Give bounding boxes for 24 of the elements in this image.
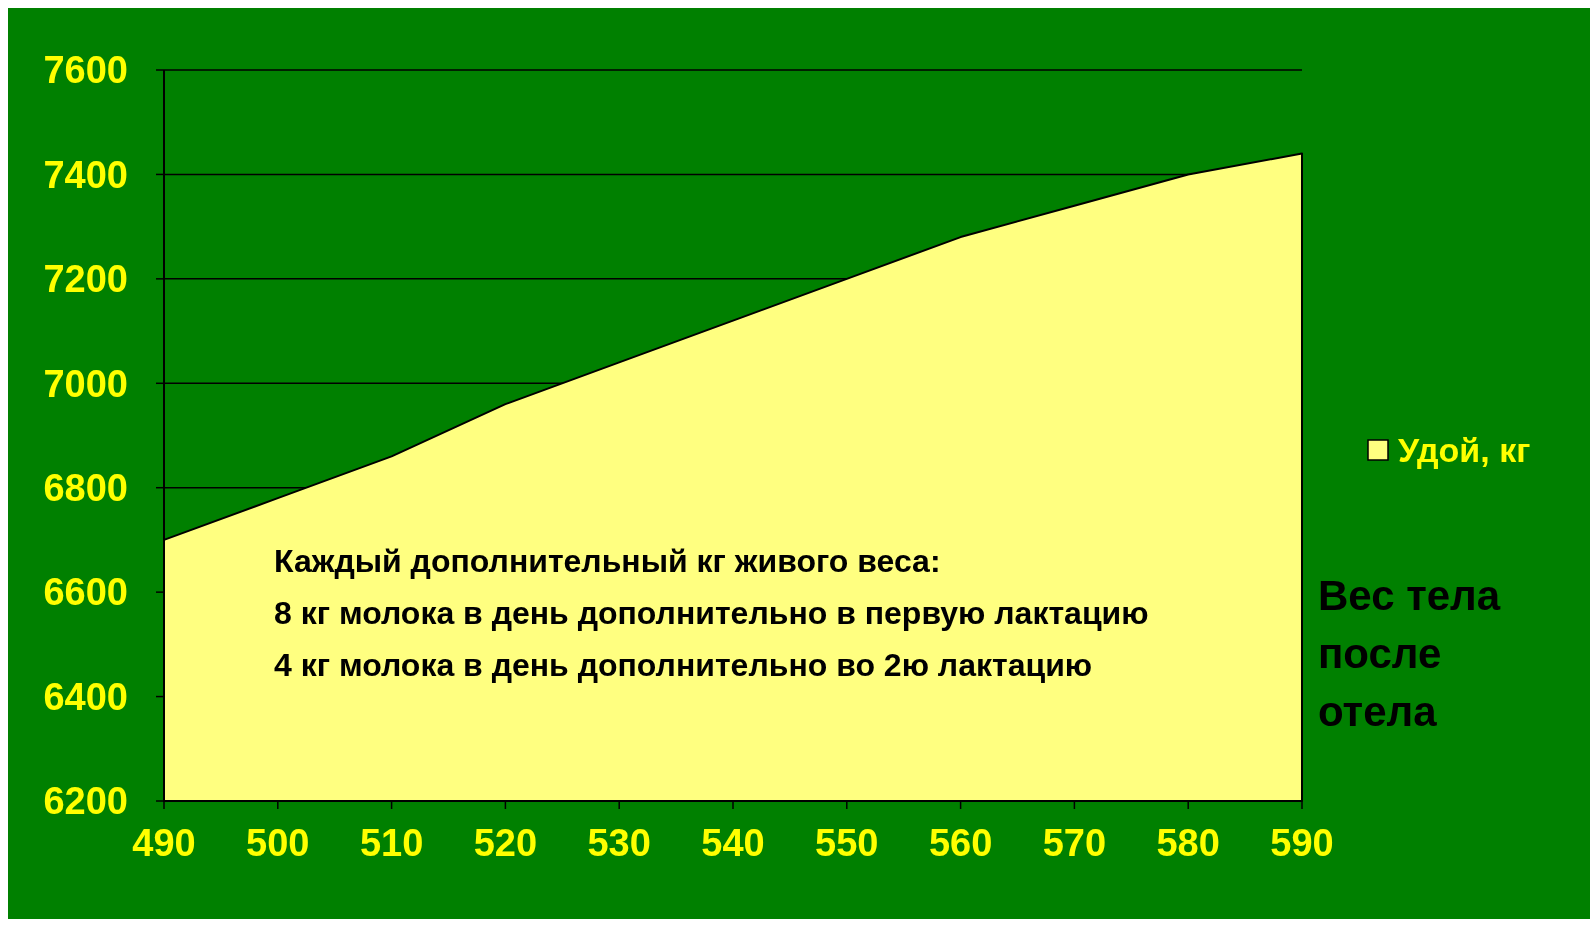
y-tick-label: 7600 (43, 49, 128, 92)
x-tick-label: 560 (928, 822, 993, 864)
x-tick-label: 520 (473, 822, 538, 864)
x-tick-label: 510 (359, 822, 424, 864)
x-tick-label: 590 (1270, 822, 1334, 864)
annotation: 4 кг молока в день дополнительно во 2ю лактацию (274, 647, 1093, 683)
y-tick-label: 6400 (43, 675, 128, 718)
x-tick-label: 570 (1042, 822, 1107, 864)
y-tick-label: 7000 (43, 362, 128, 405)
x-tick-label: 490 (132, 822, 196, 864)
y-tick-label: 6600 (43, 571, 128, 614)
x-tick-label: 580 (1156, 822, 1220, 864)
annotation: Каждый дополнительный кг живого веса: (274, 543, 941, 579)
x-tick-label: 500 (246, 822, 310, 864)
y-tick-label: 6800 (43, 467, 128, 510)
legend-label: Удой, кг (1398, 430, 1531, 469)
y-tick-label: 7400 (43, 153, 128, 196)
x-tick-label: 530 (587, 822, 651, 864)
x-tick-label: 540 (701, 822, 765, 864)
x-tick-label: 550 (815, 822, 879, 864)
x-axis-title: Вес тела после отела (1318, 572, 1501, 735)
y-tick-label: 6200 (43, 780, 128, 823)
y-tick-label: 7200 (43, 258, 128, 301)
annotation: 8 кг молока в день дополнительно в первую лактацию (274, 595, 1149, 631)
